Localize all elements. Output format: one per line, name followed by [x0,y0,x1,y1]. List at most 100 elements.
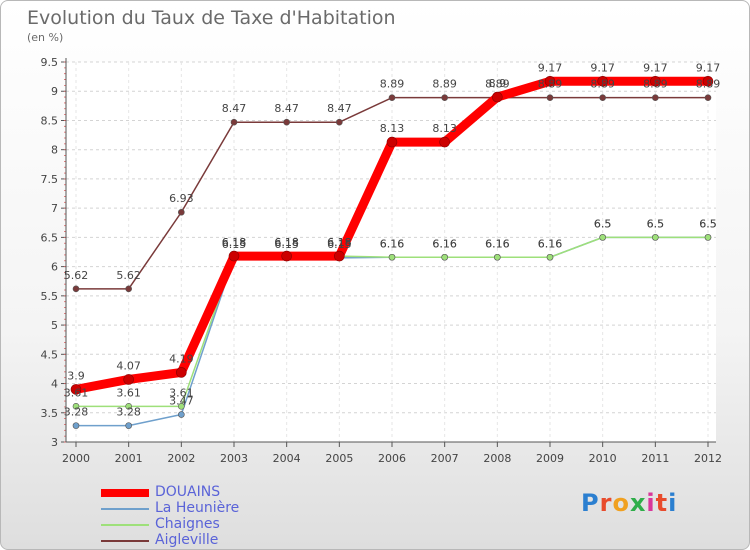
data-label: 6.15 [222,238,247,251]
data-label: 9.17 [643,61,668,74]
data-point [704,94,712,101]
y-tick-label: 8 [51,144,58,157]
data-point [439,136,450,148]
data-label: 3.28 [116,406,141,419]
legend-swatch [101,524,149,526]
data-label: 8.89 [643,78,668,91]
data-point [125,285,132,293]
y-tick-label: 9.5 [41,56,59,69]
data-label: 8.47 [327,102,352,115]
data-label: 3.61 [116,386,141,399]
y-tick-label: 5 [51,319,58,332]
data-point [176,367,187,378]
x-tick-label: 2002 [167,452,195,465]
x-tick-label: 2005 [325,452,353,465]
y-tick-label: 9 [51,85,58,98]
data-point [599,234,606,241]
data-point [230,118,238,126]
data-point [281,250,292,262]
data-label: 6.16 [380,237,405,250]
data-label: 3.9 [67,369,85,382]
data-point [546,253,554,261]
data-point [650,75,661,87]
x-tick-label: 2012 [694,452,722,465]
y-tick-label: 6.5 [41,231,59,244]
data-point [492,91,503,103]
data-point [652,234,659,241]
data-label: 6.5 [647,217,665,230]
logo-letter: i [646,489,656,517]
data-label: 6.16 [432,237,457,250]
data-point [72,422,80,429]
legend-item-la-heuniere[interactable]: La Heunière [101,500,361,517]
logo-letter: i [668,489,678,517]
x-tick-label: 2007 [431,452,459,465]
y-tick-label: 3.5 [41,407,59,420]
legend: DOUAINS La Heunière Chaignes Aigleville [101,484,361,549]
data-label: 6.5 [594,217,612,230]
logo-letter: x [629,489,647,517]
data-point [546,94,554,101]
legend-label: DOUAINS [155,484,221,500]
legend-label: La Heunière [155,500,240,516]
data-label: 3.61 [64,386,89,399]
data-label: 8.47 [222,102,247,115]
data-label: 5.62 [64,269,89,282]
data-label: 8.13 [432,122,457,135]
data-point [123,374,134,385]
y-tick-label: 8.5 [41,114,59,127]
x-tick-label: 2000 [62,452,90,465]
data-label: 8.89 [432,78,457,91]
axes: 3 3.5 4 4.5 5 5.5 6 6.5 7 7.5 8 8.5 9 9.5 2000 2001 2002… [41,56,723,465]
data-label: 8.13 [380,122,405,135]
proxiti-logo: Proxiti [581,489,677,517]
legend-label: Aigleville [155,532,219,548]
data-labels: 5.62 5.62 6.93 8.47 8.47 8.47 8.89 8.89 8.89 8.89… [64,61,721,418]
chart-title: Evolution du Taux de Taxe d'Habitation [27,7,396,29]
plot-area [66,62,716,442]
legend-item-aigleville[interactable]: Aigleville [101,532,361,549]
data-label: 9.17 [590,61,615,74]
data-label: 3.61 [169,386,194,399]
data-point [228,250,240,262]
legend-swatch [101,489,149,497]
data-label: 6.16 [485,237,510,250]
data-point [178,208,185,216]
data-label: 6.18 [222,236,247,249]
data-label: 8.89 [696,78,721,91]
data-point [72,403,80,410]
data-point [178,411,185,418]
data-point [441,253,448,261]
data-label: 8.89 [590,78,615,91]
data-label: 8.9 [489,77,507,90]
data-point [125,403,132,410]
data-point [652,94,659,101]
logo-letter: o [612,489,630,517]
data-point [386,136,398,148]
x-tick-label: 2006 [378,452,406,465]
y-tick-label: 4.5 [41,348,59,361]
legend-item-douains[interactable]: DOUAINS [101,484,361,501]
x-tick-label: 2008 [483,452,511,465]
grid [66,61,716,443]
data-label: 6.15 [274,238,299,251]
data-label: 6.93 [169,192,194,205]
data-point [597,75,608,87]
data-point [441,94,448,101]
y-tick-label: 4 [51,378,58,391]
logo-letter: t [655,489,669,517]
y-tick-label: 3 [51,436,58,449]
data-label: 6.5 [699,217,717,230]
data-label: 8.89 [538,78,563,91]
data-label: 6.15 [327,238,352,251]
data-label: 6.5 [594,217,612,230]
data-point [283,118,290,126]
x-tick-label: 2010 [589,452,617,465]
legend-item-chaignes[interactable]: Chaignes [101,516,361,533]
legend-swatch [101,508,149,510]
x-tick-label: 2009 [536,452,564,465]
x-tick-label: 2003 [220,452,248,465]
data-label: 6.16 [380,237,405,250]
data-label: 9.17 [538,61,563,74]
